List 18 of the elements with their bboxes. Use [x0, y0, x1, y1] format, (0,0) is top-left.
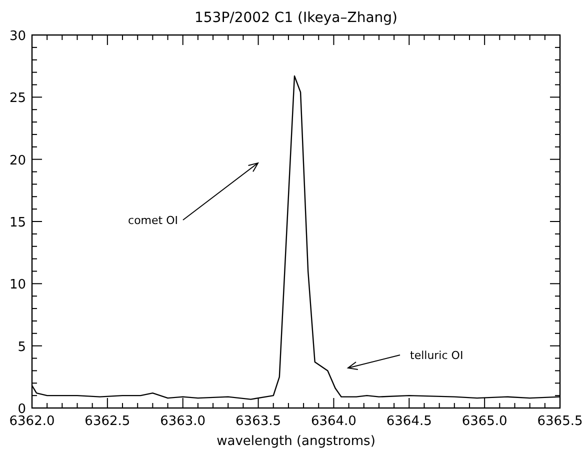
- chart-title: 153P/2002 C1 (Ikeya–Zhang): [194, 10, 398, 26]
- x-tick-label: 6365.5: [537, 414, 583, 429]
- y-tick-label: 30: [9, 29, 26, 44]
- x-axis-title: wavelength (angstroms): [216, 434, 376, 449]
- y-tick-label: 10: [9, 278, 26, 293]
- x-tick-label: 6365.0: [462, 414, 508, 429]
- annotation: telluric OI: [410, 349, 464, 362]
- x-tick-label: 6362.5: [84, 414, 130, 429]
- x-tick-label: 6362.0: [9, 414, 55, 429]
- annotation: comet OI: [128, 214, 178, 227]
- x-tick-label: 6363.5: [236, 414, 282, 429]
- y-tick-label: 5: [18, 340, 26, 355]
- x-tick-label: 6364.5: [386, 414, 432, 429]
- x-tick-label: 6363.0: [160, 414, 206, 429]
- x-tick-label: 6364.0: [310, 414, 356, 429]
- y-tick-label: 20: [9, 153, 26, 168]
- y-tick-label: 25: [9, 91, 26, 106]
- y-tick-label: 15: [9, 216, 26, 230]
